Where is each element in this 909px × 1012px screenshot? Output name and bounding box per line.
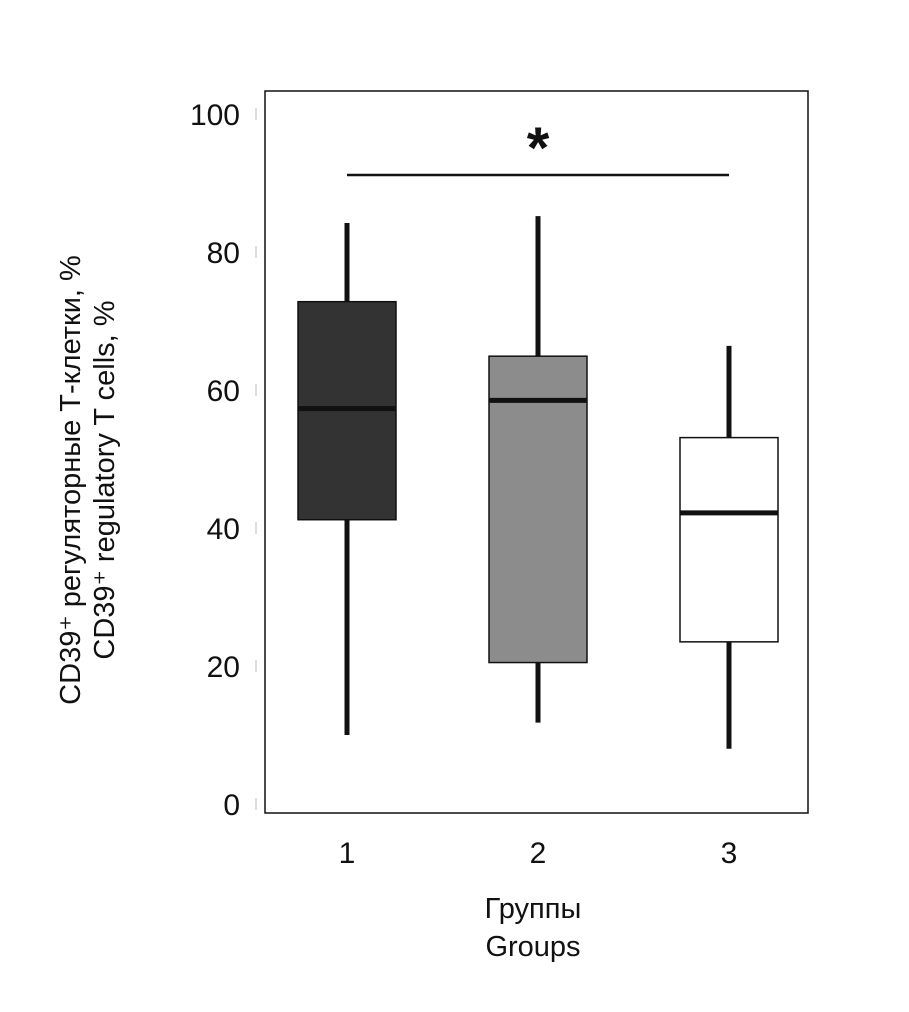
- y-tick-label: 0: [223, 789, 240, 822]
- y-axis: 0 20 40 60 80 100: [190, 99, 257, 822]
- boxes: [297, 216, 779, 749]
- y-tick-label: 100: [190, 99, 240, 132]
- x-tick-label: 1: [339, 837, 356, 870]
- y-tick-label: 60: [207, 375, 240, 408]
- x-axis-title-ru: Группы: [485, 893, 582, 925]
- box-group-2: [488, 216, 588, 723]
- box-group-1: [297, 223, 397, 735]
- x-tick-label: 3: [721, 837, 738, 870]
- x-tick-label: 2: [530, 837, 547, 870]
- y-axis-title-en: CD39⁺ regulatory T cells, %: [89, 300, 121, 659]
- box-group-3: [679, 345, 779, 749]
- y-tick-label: 40: [207, 513, 240, 546]
- box: [488, 355, 588, 664]
- significance-star: *: [527, 116, 550, 181]
- box: [679, 436, 779, 643]
- significance-bracket: *: [347, 116, 729, 181]
- plot-frame: [264, 90, 809, 814]
- x-axis-title-en: Groups: [485, 931, 580, 963]
- y-tick-label: 20: [207, 651, 240, 684]
- x-axis: 1 2 3: [339, 837, 738, 870]
- y-axis-title-ru: CD39⁺ регуляторные Т-клетки, %: [55, 255, 87, 705]
- y-tick-label: 80: [207, 237, 240, 270]
